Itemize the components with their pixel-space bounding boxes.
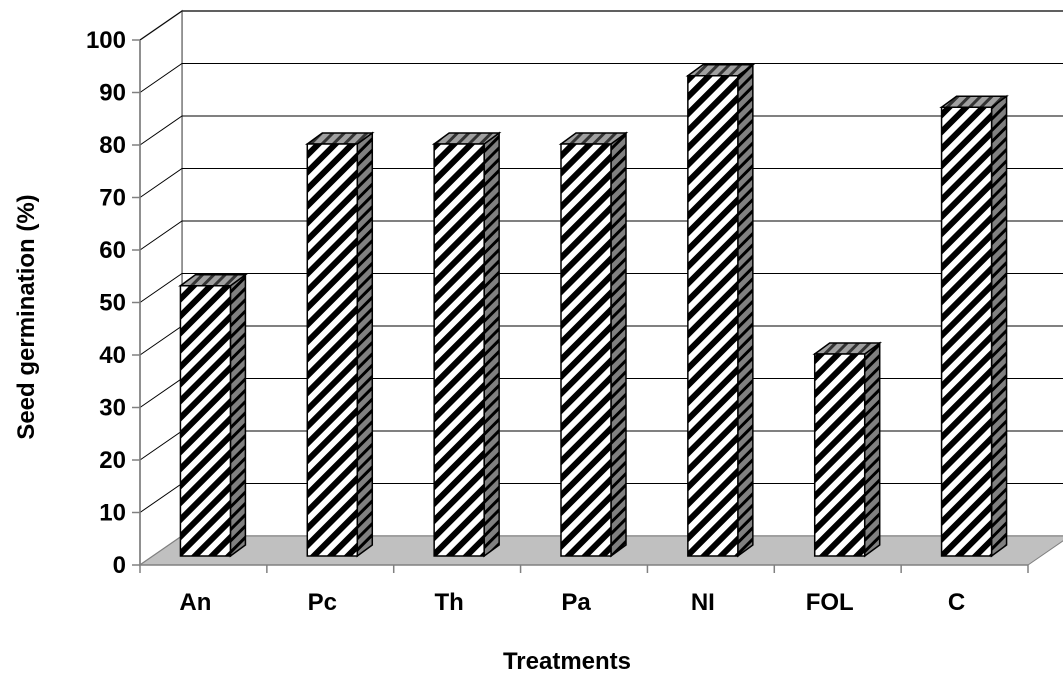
x-tick-label: Th [434, 589, 463, 616]
bar-front [306, 143, 359, 557]
bar [431, 131, 502, 558]
axes [132, 39, 1029, 573]
bar [558, 131, 629, 558]
bar-front [560, 143, 612, 557]
bar [178, 273, 248, 558]
bar-side [610, 131, 627, 558]
y-tick-label: 10 [99, 500, 126, 527]
y-tick-label: 70 [99, 185, 126, 212]
bar-front [813, 353, 866, 557]
bar-front [940, 106, 993, 557]
gridline [139, 63, 1063, 93]
y-tick-labels: 0 10 20 30 40 50 60 70 80 90 100 [86, 27, 126, 579]
gridline [139, 220, 1063, 251]
x-tick-label: C [948, 589, 965, 616]
y-tick-label: 60 [99, 237, 126, 264]
bar-side [863, 341, 881, 558]
x-tick-label: FOL [806, 589, 854, 616]
y-tick-label: 90 [99, 80, 126, 107]
gridline [139, 273, 1063, 303]
x-tick-label: Pc [308, 589, 337, 616]
y-tick-label: 40 [99, 342, 126, 369]
x-tick-label: Pa [561, 589, 591, 616]
y-tick-label: 80 [99, 132, 126, 159]
bar-side [483, 131, 500, 558]
y-tick-label: 30 [99, 395, 126, 422]
y-tick-label: 50 [99, 290, 126, 317]
y-tick-label: 100 [86, 27, 126, 54]
x-tick-label: An [179, 589, 211, 616]
bar [812, 341, 883, 558]
bar [304, 131, 375, 558]
bar-front [687, 75, 739, 557]
bar-front [433, 143, 485, 557]
y-tick-label: 0 [113, 552, 126, 579]
bar-front [179, 285, 232, 557]
y-axis-title: Seed germination (%) [13, 194, 40, 439]
y-tick-label: 20 [99, 447, 126, 474]
bar-side [229, 273, 247, 558]
bar [939, 94, 1009, 558]
x-tick-labels: An Pc Th Pa NI FOL C [179, 589, 965, 616]
x-axis-title: Treatments [503, 648, 631, 673]
bar-side [356, 131, 374, 558]
gridline [139, 115, 1063, 146]
x-tick-label: NI [691, 589, 715, 616]
gridline [139, 168, 1063, 198]
bars [178, 63, 1009, 558]
bar [685, 63, 756, 558]
bar-side [990, 94, 1008, 558]
gridline [139, 10, 1063, 41]
bar-side [737, 63, 754, 558]
